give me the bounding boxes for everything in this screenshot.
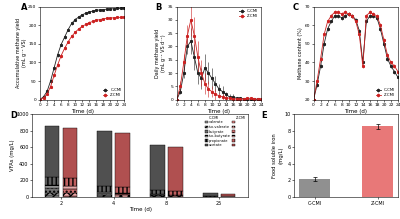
Bar xyxy=(168,196,183,197)
Bar xyxy=(97,131,112,186)
Bar xyxy=(115,195,130,196)
Bar xyxy=(62,128,77,178)
Bar xyxy=(45,125,60,177)
Bar xyxy=(97,196,112,197)
Bar xyxy=(150,194,165,195)
Bar xyxy=(203,193,218,196)
Y-axis label: Methane content (%): Methane content (%) xyxy=(298,27,303,79)
Bar xyxy=(62,186,77,189)
Bar xyxy=(45,177,60,185)
Bar xyxy=(62,196,77,197)
Bar xyxy=(203,196,218,197)
Bar xyxy=(45,188,60,193)
Bar xyxy=(299,179,330,197)
Text: D: D xyxy=(10,111,17,120)
Bar xyxy=(62,193,77,196)
Y-axis label: Food soluble iron
(mg/L): Food soluble iron (mg/L) xyxy=(272,133,283,178)
Bar xyxy=(150,191,165,194)
Bar xyxy=(115,194,130,195)
Bar xyxy=(115,187,130,193)
Bar xyxy=(150,145,165,191)
Bar xyxy=(97,193,112,195)
X-axis label: Time (d): Time (d) xyxy=(128,207,152,212)
Text: C: C xyxy=(292,3,298,12)
Legend: C-CMI, Z-CMI: C-CMI, Z-CMI xyxy=(238,9,259,19)
Legend: C-CMI, valerate, iso-valerate, butyrate, iso-butyrate, propionate, acetate, Z-CM: C-CMI, valerate, iso-valerate, butyrate,… xyxy=(205,116,246,147)
Bar xyxy=(362,126,393,197)
Y-axis label: Accumulative methane yield
(mL g⁻¹ VS): Accumulative methane yield (mL g⁻¹ VS) xyxy=(16,18,27,88)
Bar xyxy=(150,196,165,197)
Y-axis label: Daily methane yield
(mL g⁻¹ VS d⁻¹): Daily methane yield (mL g⁻¹ VS d⁻¹) xyxy=(156,28,166,78)
Text: E: E xyxy=(261,111,267,120)
Bar xyxy=(115,193,130,194)
Bar xyxy=(221,194,236,196)
Bar xyxy=(168,191,183,195)
Bar xyxy=(45,185,60,188)
Bar xyxy=(45,195,60,197)
X-axis label: Time (d): Time (d) xyxy=(344,108,367,113)
Bar xyxy=(115,133,130,187)
Bar xyxy=(97,192,112,193)
Bar xyxy=(168,147,183,191)
Legend: C-CMI, Z-CMI: C-CMI, Z-CMI xyxy=(102,87,122,98)
Bar xyxy=(45,193,60,195)
Bar xyxy=(150,195,165,196)
Text: A: A xyxy=(22,3,28,12)
X-axis label: Time (d): Time (d) xyxy=(208,108,230,113)
X-axis label: Time (d): Time (d) xyxy=(71,108,94,113)
Bar xyxy=(168,195,183,196)
Legend: C-CMI, Z-CMI: C-CMI, Z-CMI xyxy=(375,87,396,98)
Bar xyxy=(62,178,77,186)
Bar xyxy=(115,196,130,197)
Bar xyxy=(97,195,112,196)
Text: B: B xyxy=(156,3,162,12)
Bar xyxy=(62,189,77,193)
Bar xyxy=(97,186,112,192)
Y-axis label: VFAs (mg/L): VFAs (mg/L) xyxy=(10,140,15,171)
